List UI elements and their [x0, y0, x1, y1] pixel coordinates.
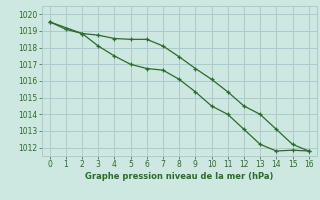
X-axis label: Graphe pression niveau de la mer (hPa): Graphe pression niveau de la mer (hPa) [85, 172, 273, 181]
